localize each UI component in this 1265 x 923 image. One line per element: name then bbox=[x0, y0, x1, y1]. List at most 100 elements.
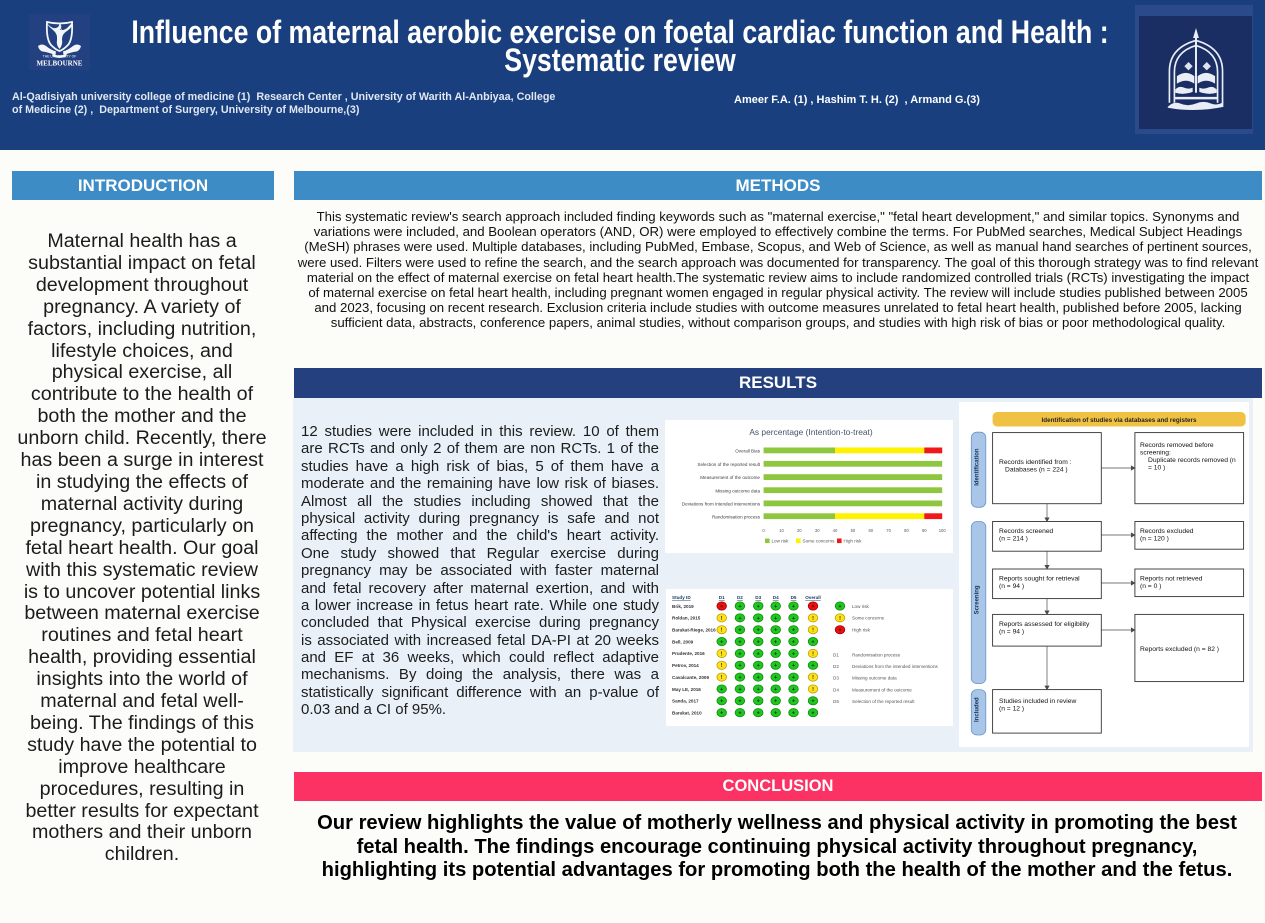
svg-text:+: + bbox=[811, 639, 814, 645]
svg-text:(n = 94 ): (n = 94 ) bbox=[999, 629, 1024, 636]
svg-text:!: ! bbox=[721, 616, 723, 622]
svg-text:×: × bbox=[811, 604, 814, 610]
svg-text:High risk: High risk bbox=[852, 628, 871, 633]
svg-text:Deviations from intended inter: Deviations from intended interventions bbox=[682, 502, 761, 507]
svg-text:D1: D1 bbox=[719, 595, 725, 600]
svg-text:Duplicate records removed (n: Duplicate records removed (n bbox=[1148, 457, 1236, 464]
svg-text:90: 90 bbox=[922, 528, 927, 533]
svg-text:!: ! bbox=[721, 651, 723, 657]
svg-text:THE UNIVERSITY OF: THE UNIVERSITY OF bbox=[43, 55, 77, 59]
svg-text:+: + bbox=[720, 699, 723, 705]
svg-text:Cavalcante, 2009: Cavalcante, 2009 bbox=[672, 675, 709, 680]
svg-text:!: ! bbox=[721, 663, 723, 669]
svg-text:D4: D4 bbox=[773, 595, 779, 600]
svg-text:+: + bbox=[738, 639, 741, 645]
svg-text:(n = 12 ): (n = 12 ) bbox=[999, 706, 1024, 713]
svg-text:+: + bbox=[738, 675, 741, 681]
svg-text:As percentage (Intention-to-tr: As percentage (Intention-to-treat) bbox=[749, 427, 873, 437]
svg-text:!: ! bbox=[839, 616, 841, 622]
svg-text:!: ! bbox=[812, 628, 814, 634]
svg-text:+: + bbox=[738, 711, 741, 717]
svg-text:+: + bbox=[838, 604, 841, 610]
svg-text:Low risk: Low risk bbox=[772, 539, 790, 544]
svg-text:Records identified from :: Records identified from : bbox=[999, 459, 1072, 466]
svg-text:Records screened: Records screened bbox=[999, 528, 1054, 535]
svg-text:!: ! bbox=[721, 628, 723, 634]
svg-text:0: 0 bbox=[762, 528, 765, 533]
svg-text:+: + bbox=[757, 616, 760, 622]
svg-text:Some concerns: Some concerns bbox=[803, 539, 836, 544]
svg-text:30: 30 bbox=[815, 528, 820, 533]
svg-text:Randomisation process: Randomisation process bbox=[852, 653, 901, 658]
svg-text:×: × bbox=[720, 604, 723, 610]
svg-text:+: + bbox=[774, 616, 777, 622]
svg-text:+: + bbox=[811, 699, 814, 705]
svg-text:+: + bbox=[774, 711, 777, 717]
svg-text:Missing outcome data: Missing outcome data bbox=[715, 488, 760, 493]
svg-text:+: + bbox=[720, 711, 723, 717]
svg-text:Measurement of the outcome: Measurement of the outcome bbox=[700, 475, 760, 480]
svg-text:!: ! bbox=[721, 675, 723, 681]
svg-text:D3: D3 bbox=[833, 676, 839, 681]
svg-text:(n = 214 ): (n = 214 ) bbox=[999, 536, 1028, 543]
svg-text:MELBOURNE: MELBOURNE bbox=[37, 60, 83, 68]
svg-text:Prudente, 2016: Prudente, 2016 bbox=[672, 651, 705, 656]
svg-text:+: + bbox=[792, 616, 795, 622]
svg-text:Reports sought for retrieval: Reports sought for retrieval bbox=[999, 576, 1080, 583]
svg-text:Low risk: Low risk bbox=[852, 604, 870, 609]
svg-text:D2: D2 bbox=[737, 595, 743, 600]
svg-text:D3: D3 bbox=[755, 595, 761, 600]
svg-text:D4: D4 bbox=[833, 687, 839, 692]
svg-text:10: 10 bbox=[779, 528, 784, 533]
svg-text:+: + bbox=[757, 711, 760, 717]
svg-text:Brik, 2019: Brik, 2019 bbox=[672, 604, 694, 609]
svg-text:+: + bbox=[757, 628, 760, 634]
svg-text:Studies included in review: Studies included in review bbox=[999, 698, 1076, 705]
svg-text:+: + bbox=[757, 663, 760, 669]
svg-text:80: 80 bbox=[904, 528, 909, 533]
svg-text:Petrov, 2014: Petrov, 2014 bbox=[672, 663, 699, 668]
svg-text:+: + bbox=[774, 628, 777, 634]
svg-text:+: + bbox=[738, 663, 741, 669]
svg-text:Reports excluded (n = 82 ): Reports excluded (n = 82 ) bbox=[1140, 646, 1219, 653]
svg-text:+: + bbox=[774, 651, 777, 657]
svg-text:+: + bbox=[774, 699, 777, 705]
svg-text:Selection of the reported resu: Selection of the reported result bbox=[697, 462, 760, 467]
svg-text:+: + bbox=[792, 628, 795, 634]
svg-text:High risk: High risk bbox=[844, 539, 863, 544]
svg-text:+: + bbox=[774, 604, 777, 610]
svg-text:50: 50 bbox=[851, 528, 856, 533]
svg-text:+: + bbox=[811, 663, 814, 669]
svg-text:May LE, 2016: May LE, 2016 bbox=[672, 687, 701, 692]
svg-text:+: + bbox=[738, 616, 741, 622]
svg-text:+: + bbox=[757, 639, 760, 645]
svg-text:Databases (n = 224 ): Databases (n = 224 ) bbox=[1005, 467, 1068, 474]
svg-text:+: + bbox=[774, 675, 777, 681]
svg-text:+: + bbox=[792, 675, 795, 681]
svg-text:+: + bbox=[792, 711, 795, 717]
svg-text:Included: Included bbox=[975, 697, 981, 722]
svg-text:+: + bbox=[738, 604, 741, 610]
svg-text:(n = 0 ): (n = 0 ) bbox=[1140, 583, 1161, 590]
svg-text:+: + bbox=[738, 651, 741, 657]
svg-text:Study ID: Study ID bbox=[672, 595, 691, 600]
svg-text:+: + bbox=[757, 699, 760, 705]
svg-text:Deviations from the intended: Deviations from the intended interventio… bbox=[852, 664, 939, 669]
svg-text:70: 70 bbox=[886, 528, 891, 533]
svg-text:= 10 ): = 10 ) bbox=[1148, 465, 1165, 472]
svg-text:+: + bbox=[774, 639, 777, 645]
svg-text:!: ! bbox=[812, 687, 814, 693]
svg-text:20: 20 bbox=[797, 528, 802, 533]
svg-text:+: + bbox=[792, 604, 795, 610]
svg-text:D2: D2 bbox=[833, 664, 839, 669]
svg-text:Overall: Overall bbox=[805, 595, 821, 600]
svg-text:+: + bbox=[792, 663, 795, 669]
svg-text:+: + bbox=[757, 651, 760, 657]
svg-text:D5: D5 bbox=[833, 699, 839, 704]
svg-text:+: + bbox=[792, 651, 795, 657]
svg-text:+: + bbox=[774, 663, 777, 669]
svg-text:40: 40 bbox=[833, 528, 838, 533]
svg-text:Some concerns: Some concerns bbox=[852, 616, 885, 621]
svg-text:Sanda, 2017: Sanda, 2017 bbox=[672, 699, 699, 704]
svg-text:+: + bbox=[774, 687, 777, 693]
